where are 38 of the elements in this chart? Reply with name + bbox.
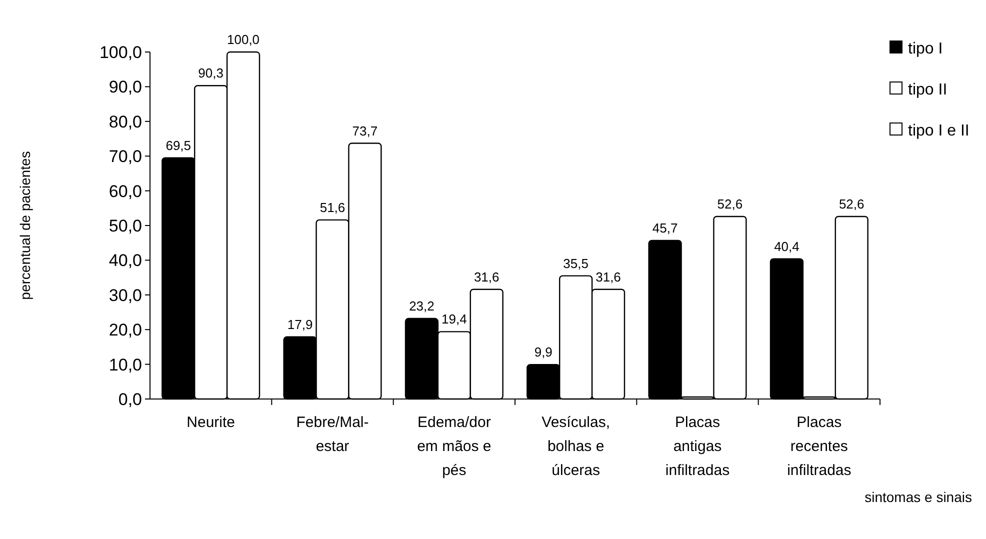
y-tick-label: 60,0: [108, 182, 142, 201]
data-label: 40,4: [774, 238, 800, 254]
data-label: 51,6: [320, 200, 346, 215]
x-tick-label: Edema/dor em mãos e pés: [417, 414, 492, 479]
x-axis-title: sintomas e sinais: [864, 489, 972, 505]
data-label: 9,9: [534, 344, 552, 360]
x-tick-label: Vesículas, bolhas e úlceras: [542, 414, 610, 479]
data-label: 35,5: [563, 256, 588, 271]
y-tick-label: 0,0: [118, 390, 142, 409]
data-label: 52,6: [717, 196, 743, 212]
y-axis-title: percentual de pacientes: [17, 151, 33, 300]
x-tick-label: Neurite: [186, 414, 236, 431]
y-tick-label: 40,0: [108, 251, 142, 270]
legend-label: tipo I e II: [908, 122, 970, 140]
y-tick-label: 20,0: [108, 320, 142, 340]
y-tick-label: 90,0: [108, 78, 142, 97]
legend-label: tipo I: [908, 40, 943, 58]
data-label: 17,9: [287, 316, 313, 332]
data-label: 90,3: [198, 66, 224, 81]
data-label: 73,7: [352, 123, 378, 138]
data-label: 100,0: [227, 32, 260, 47]
data-label: 23,2: [409, 298, 434, 314]
legend-label: tipo II: [908, 82, 948, 99]
y-tick-label: 80,0: [108, 112, 142, 132]
y-tick-label: 50,0: [108, 216, 142, 236]
x-tick-label: Placas antigas infiltradas: [665, 414, 730, 479]
data-label: 19,4: [442, 312, 467, 327]
y-tick-label: 10,0: [108, 355, 142, 374]
y-tick-label: 100,0: [99, 42, 142, 62]
x-tick-label: Placas recentes infiltradas: [787, 414, 852, 479]
data-label: 69,5: [166, 138, 192, 153]
data-label: 45,7: [652, 220, 678, 236]
y-tick-label: 70,0: [108, 147, 142, 166]
data-label: 52,6: [838, 196, 864, 212]
y-tick-label: 30,0: [108, 286, 142, 305]
data-label: 31,6: [596, 269, 621, 284]
data-label: 31,6: [474, 269, 500, 284]
x-tick-label: Febre/Mal-estar: [296, 414, 369, 455]
